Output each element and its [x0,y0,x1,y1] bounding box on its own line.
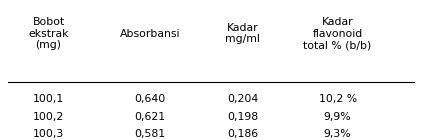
Text: Bobot
ekstrak
(mg): Bobot ekstrak (mg) [28,17,69,50]
Text: 100,3: 100,3 [33,129,64,139]
Text: 100,2: 100,2 [33,112,64,122]
Text: 0,581: 0,581 [134,129,165,139]
Text: 10,2 %: 10,2 % [319,94,357,104]
Text: 0,198: 0,198 [227,112,258,122]
Text: 0,204: 0,204 [227,94,258,104]
Text: 9,9%: 9,9% [324,112,352,122]
Text: Kadar
mg/ml: Kadar mg/ml [225,23,260,44]
Text: Kadar
flavonoid
total % (b/b): Kadar flavonoid total % (b/b) [303,17,372,50]
Text: 9,3%: 9,3% [324,129,352,139]
Text: 0,640: 0,640 [134,94,165,104]
Text: Absorbansi: Absorbansi [119,29,180,39]
Text: 100,1: 100,1 [33,94,64,104]
Text: 0,621: 0,621 [134,112,165,122]
Text: 0,186: 0,186 [227,129,258,139]
